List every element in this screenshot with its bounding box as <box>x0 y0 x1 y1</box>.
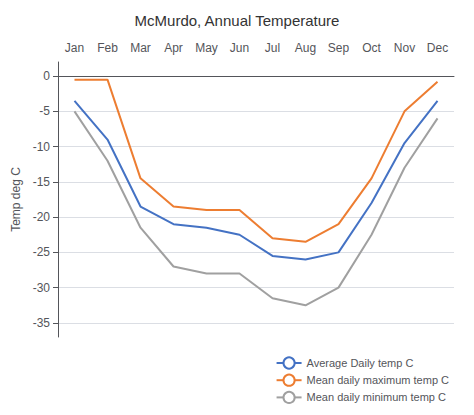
svg-text:-25: -25 <box>33 245 51 259</box>
svg-text:-10: -10 <box>33 140 51 154</box>
svg-text:Mar: Mar <box>130 41 151 55</box>
svg-text:Nov: Nov <box>394 41 415 55</box>
svg-text:-20: -20 <box>33 210 51 224</box>
svg-text:-5: -5 <box>39 104 50 118</box>
svg-text:Jul: Jul <box>265 41 280 55</box>
svg-text:Mean daily maximum temp C: Mean daily maximum temp C <box>307 374 449 386</box>
svg-text:Feb: Feb <box>97 41 118 55</box>
svg-text:Temp deg C: Temp deg C <box>9 167 23 232</box>
svg-text:Mean daily minimum temp C: Mean daily minimum temp C <box>307 391 446 403</box>
svg-text:-15: -15 <box>33 175 51 189</box>
svg-text:Sep: Sep <box>328 41 350 55</box>
svg-text:0: 0 <box>43 69 50 83</box>
svg-text:Jan: Jan <box>65 41 84 55</box>
svg-text:-30: -30 <box>33 281 51 295</box>
svg-text:Average Daily temp C: Average Daily temp C <box>307 357 414 369</box>
svg-text:-35: -35 <box>33 316 51 330</box>
svg-text:Oct: Oct <box>362 41 381 55</box>
svg-text:Jun: Jun <box>230 41 249 55</box>
svg-text:Aug: Aug <box>295 41 316 55</box>
svg-text:Dec: Dec <box>427 41 448 55</box>
svg-text:May: May <box>195 41 218 55</box>
svg-text:McMurdo, Annual Temperature: McMurdo, Annual Temperature <box>135 12 340 29</box>
svg-text:Apr: Apr <box>164 41 183 55</box>
